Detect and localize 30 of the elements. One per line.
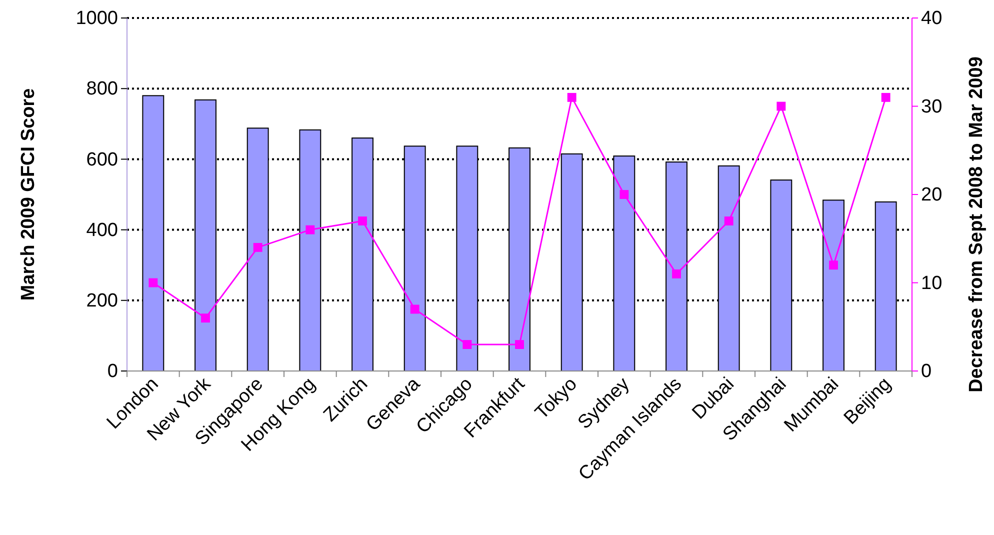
point <box>253 242 262 252</box>
y-tick-label: 400 <box>86 220 118 241</box>
y-tick-label: 600 <box>86 149 118 170</box>
y2-tick-label: 40 <box>921 8 942 30</box>
y-tick-label: 800 <box>86 78 118 100</box>
point <box>567 92 576 102</box>
y-tick-label: 1000 <box>76 8 118 30</box>
point <box>829 260 838 270</box>
point <box>148 278 158 288</box>
point <box>515 340 524 349</box>
y2-tick-label: 0 <box>921 361 932 382</box>
y-tick-label: 200 <box>86 290 118 312</box>
point <box>724 216 734 226</box>
point <box>672 269 681 278</box>
y2-tick-label: 20 <box>921 184 942 206</box>
point <box>776 102 786 111</box>
point <box>358 216 367 226</box>
point <box>881 92 890 102</box>
y2-tick-label: 10 <box>921 272 942 294</box>
y-axis-title: March 2009 GFCI Score <box>18 88 39 301</box>
point <box>462 340 472 349</box>
point <box>201 314 210 323</box>
bar <box>142 95 164 372</box>
point <box>306 225 315 234</box>
y-tick-label: 0 <box>107 361 118 382</box>
point <box>410 304 420 314</box>
bar <box>246 128 269 372</box>
y2-tick-label: 30 <box>921 96 942 118</box>
y2-axis-title: Decrease from Sept 2008 to Mar 2009 <box>966 56 987 392</box>
point <box>620 190 629 199</box>
